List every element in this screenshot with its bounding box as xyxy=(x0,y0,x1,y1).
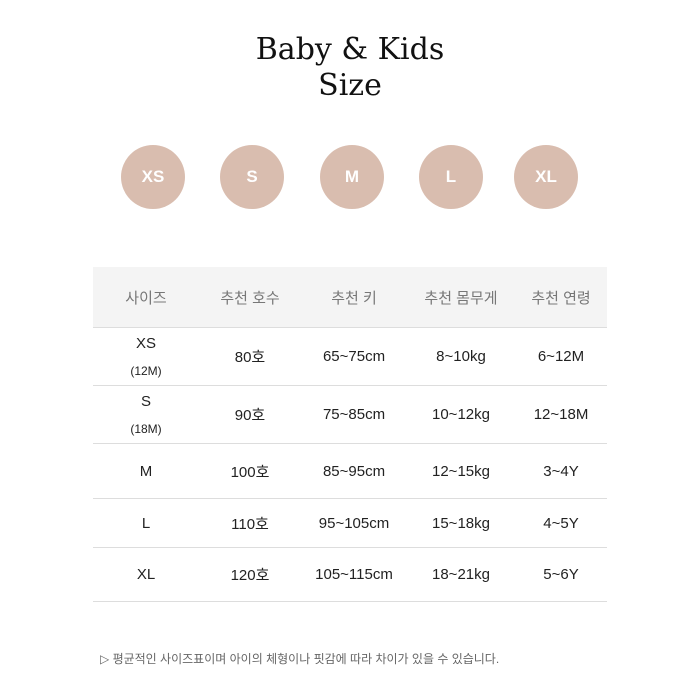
cell: 95~105cm xyxy=(301,498,407,548)
cell: 18~21kg xyxy=(407,547,515,602)
cell: 80호 xyxy=(199,327,301,386)
cell-size: S (18M) xyxy=(93,385,199,444)
size-badge-m: M xyxy=(320,145,384,209)
size-badge-xl: XL xyxy=(514,145,578,209)
cell: 12~18M xyxy=(515,385,607,444)
cell-size: L xyxy=(93,498,199,548)
cell: 90호 xyxy=(199,385,301,444)
cell: 10~12kg xyxy=(407,385,515,444)
cell: 75~85cm xyxy=(301,385,407,444)
cell: 100호 xyxy=(199,443,301,499)
cell: 8~10kg xyxy=(407,327,515,386)
size-badge-l: L xyxy=(419,145,483,209)
cell: 5~6Y xyxy=(515,547,607,602)
table-row: L 110호 95~105cm 15~18kg 4~5Y xyxy=(93,498,607,548)
cell: 6~12M xyxy=(515,327,607,386)
cell: 3~4Y xyxy=(515,443,607,499)
header-number: 추천 호수 xyxy=(199,267,301,328)
cell: 85~95cm xyxy=(301,443,407,499)
header-size: 사이즈 xyxy=(93,267,199,328)
page-title: Baby & Kids Size xyxy=(255,32,445,103)
cell-size-sub: (12M) xyxy=(130,364,162,378)
cell-size: XL xyxy=(93,547,199,602)
table-row: M 100호 85~95cm 12~15kg 3~4Y xyxy=(93,443,607,499)
cell-size: XS (12M) xyxy=(93,327,199,386)
header-height: 추천 키 xyxy=(301,267,407,328)
size-table: 사이즈 추천 호수 추천 키 추천 몸무게 추천 연령 XS (12M) 80호 65… xyxy=(93,267,607,602)
table-row: S (18M) 90호 75~85cm 10~12kg 12~18M xyxy=(93,385,607,444)
size-note: ▷ 평균적인 사이즈표이며 아이의 체형이나 핏감에 따라 차이가 있을 수 있… xyxy=(100,652,500,666)
size-badge-xs: XS xyxy=(121,145,185,209)
cell: 120호 xyxy=(199,547,301,602)
size-badge-s: S xyxy=(220,145,284,209)
cell-size-sub: (18M) xyxy=(130,422,162,436)
cell: 65~75cm xyxy=(301,327,407,386)
cell: 12~15kg xyxy=(407,443,515,499)
table-row: XL 120호 105~115cm 18~21kg 5~6Y xyxy=(93,547,607,602)
cell: 4~5Y xyxy=(515,498,607,548)
cell: 110호 xyxy=(199,498,301,548)
table-row: XS (12M) 80호 65~75cm 8~10kg 6~12M xyxy=(93,327,607,386)
cell-size: M xyxy=(93,443,199,499)
header-weight: 추천 몸무게 xyxy=(407,267,515,328)
cell: 105~115cm xyxy=(301,547,407,602)
header-age: 추천 연령 xyxy=(515,267,607,328)
cell: 15~18kg xyxy=(407,498,515,548)
